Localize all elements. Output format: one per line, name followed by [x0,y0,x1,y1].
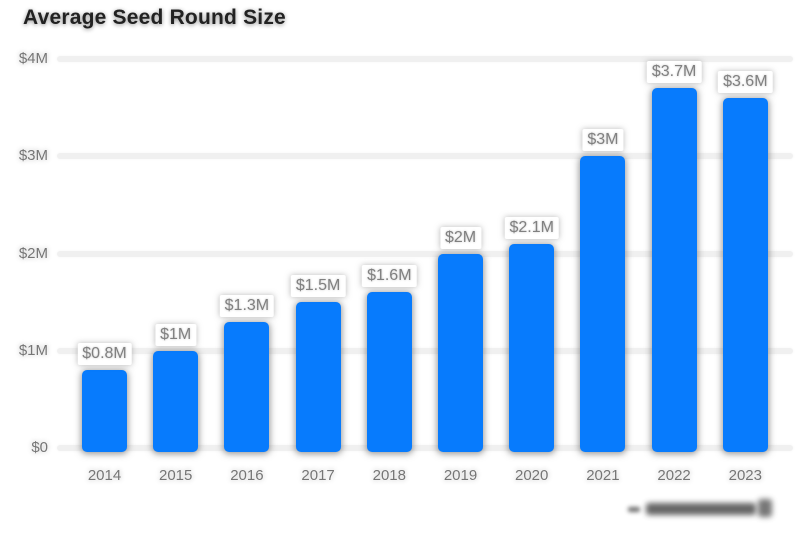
bar-2015 [153,350,199,452]
bar-2018 [366,292,412,452]
gridline [57,153,793,160]
bar-value-label: $1.3M [219,294,275,317]
bar-value-label: $2M [439,226,482,249]
x-axis-tick-label: 2018 [372,467,406,484]
bar-2017 [295,302,341,452]
x-axis-tick-label: 2015 [159,467,193,484]
watermark-logo [628,499,772,519]
gridline [57,56,793,62]
y-axis-tick-label: $1M [18,341,48,359]
watermark-mark [758,499,772,517]
bar-2023 [722,97,768,452]
bar-value-label: $3.6M [718,70,773,93]
x-axis-tick-label: 2023 [728,467,762,484]
bar-2014 [82,370,127,452]
bar-value-label: $2.1M [504,216,559,239]
bar-2016 [224,321,270,452]
x-axis-tick-label: 2020 [515,467,549,484]
chart-title: Average Seed Round Size [23,6,286,29]
x-axis-tick-label: 2021 [586,467,620,484]
bar-2019 [438,253,483,452]
bar-value-label: $1.6M [362,265,417,288]
x-axis-tick-label: 2022 [657,467,691,484]
gridline [57,347,793,354]
gridline [57,250,793,257]
bar-value-label: $3M [582,129,624,152]
bar-2021 [580,156,626,452]
y-axis-tick-label: $0 [31,439,48,456]
watermark-text-smudge [646,503,756,515]
y-axis-tick-label: $2M [18,244,48,262]
x-axis-tick-label: 2014 [87,467,122,484]
bar-value-label: $1.5M [290,275,346,298]
x-axis-tick-label: 2017 [301,467,335,484]
x-axis-tick-label: 2019 [443,467,478,484]
bar-value-label: $3.7M [646,61,702,84]
y-axis-tick-label: $3M [18,147,48,165]
x-axis-tick-label: 2016 [230,467,264,484]
bar-2020 [509,243,555,452]
bar-2022 [651,88,697,452]
bar-value-label: $1M [155,323,197,346]
bar-value-label: $0.8M [77,343,132,366]
watermark-dash [628,507,640,512]
gridline [57,445,793,451]
y-axis-tick-label: $4M [18,50,48,67]
